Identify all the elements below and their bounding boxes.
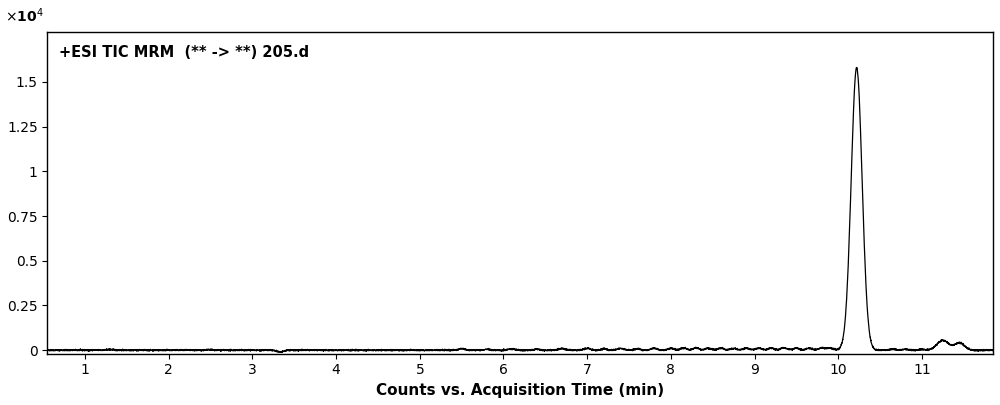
X-axis label: Counts vs. Acquisition Time (min): Counts vs. Acquisition Time (min): [376, 383, 664, 398]
Text: $\times$10$^4$: $\times$10$^4$: [5, 7, 43, 26]
Text: +ESI TIC MRM  (** -> **) 205.d: +ESI TIC MRM (** -> **) 205.d: [59, 45, 309, 60]
